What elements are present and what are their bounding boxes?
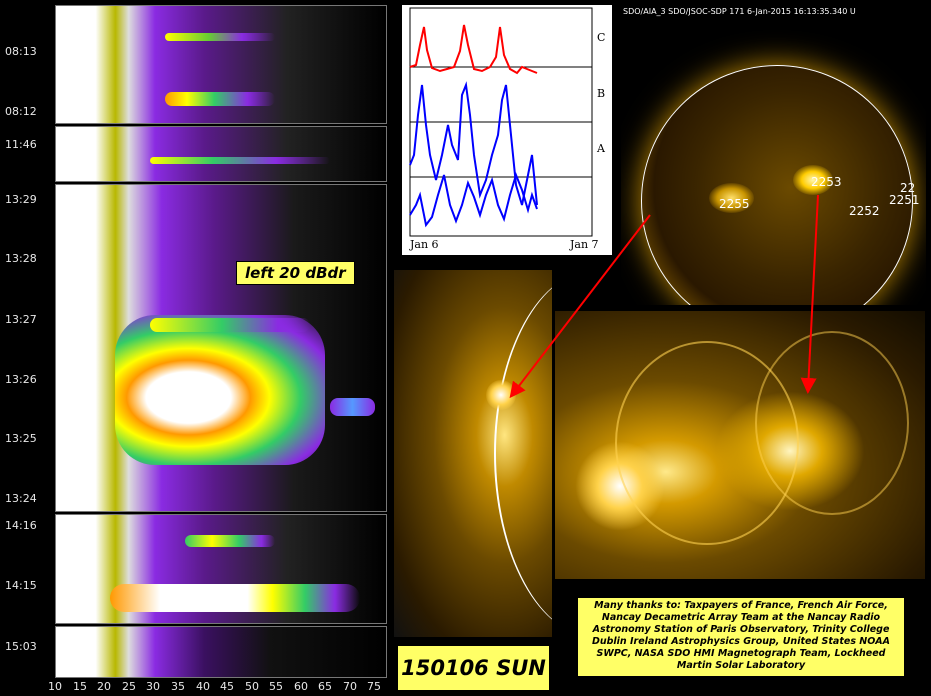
region-label-2255: 2255 xyxy=(719,197,750,211)
active-region-2255-glow xyxy=(709,183,754,213)
freq-label: 30 xyxy=(146,680,160,693)
limb-closeup-image xyxy=(394,270,552,637)
region-label-2251: 2251 xyxy=(889,193,920,207)
freq-label: 25 xyxy=(122,680,136,693)
active-region-closeup-image xyxy=(555,311,925,579)
freq-label: 40 xyxy=(196,680,210,693)
burst-1325-extension xyxy=(330,398,375,416)
region-label-2253: 2253 xyxy=(811,175,842,189)
limb-arc xyxy=(494,270,552,637)
series-a-line xyxy=(409,171,538,228)
time-label: 08:13 xyxy=(5,45,37,58)
freq-label: 10 xyxy=(48,680,62,693)
time-label: 13:28 xyxy=(5,252,37,265)
freq-label: 45 xyxy=(220,680,234,693)
polarization-label: left 20 dBdr xyxy=(236,261,355,285)
series-c-line xyxy=(409,24,538,75)
time-label: 08:12 xyxy=(5,105,37,118)
time-label: 11:46 xyxy=(5,138,37,151)
burst-0813 xyxy=(165,33,275,41)
x-label-jan6: Jan 6 xyxy=(410,238,439,251)
arrow-to-limb xyxy=(509,214,651,399)
timeseries-chart xyxy=(409,7,593,237)
loop-arc-2 xyxy=(755,331,909,515)
time-label: 13:24 xyxy=(5,492,37,505)
burst-1325-core xyxy=(115,315,325,465)
freq-label: 50 xyxy=(245,680,259,693)
freq-label: 55 xyxy=(269,680,283,693)
channel-label-c: C xyxy=(597,31,606,44)
sdo-fulldisk-image: SDO/AIA_3 SDO/JSOC-SDP 171 6-Jan-2015 16… xyxy=(621,5,926,305)
series-b-line xyxy=(409,81,538,206)
sdo-header: SDO/AIA_3 SDO/JSOC-SDP 171 6-Jan-2015 16… xyxy=(623,7,856,16)
freq-label: 35 xyxy=(171,680,185,693)
channel-label-a: A xyxy=(597,142,605,155)
active-region-2253-glow xyxy=(793,165,833,195)
time-label: 13:29 xyxy=(5,193,37,206)
freq-label: 20 xyxy=(97,680,111,693)
solar-disk xyxy=(641,65,913,305)
burst-1327 xyxy=(150,318,310,332)
freq-label: 15 xyxy=(73,680,87,693)
region-label-2252: 2252 xyxy=(849,204,880,218)
freq-label: 65 xyxy=(318,680,332,693)
date-label: 150106 SUN xyxy=(397,645,550,691)
burst-1416 xyxy=(185,535,275,547)
spectrogram-area: 08:13 08:12 11:46 13:29 13:28 13:27 13:2… xyxy=(0,0,392,696)
time-label: 13:25 xyxy=(5,432,37,445)
burst-1415 xyxy=(110,584,360,612)
time-label: 15:03 xyxy=(5,640,37,653)
credits-text: Many thanks to: Taxpayers of France, Fre… xyxy=(577,597,905,677)
time-label: 14:16 xyxy=(5,519,37,532)
arrow-to-active-region xyxy=(800,194,819,394)
burst-0812 xyxy=(165,92,275,106)
freq-label: 70 xyxy=(343,680,357,693)
time-label: 13:26 xyxy=(5,373,37,386)
spectrogram-panel-2 xyxy=(55,126,387,182)
time-label: 14:15 xyxy=(5,579,37,592)
channel-label-b: B xyxy=(597,87,606,100)
spectrogram-panel-5 xyxy=(55,626,387,678)
freq-label: 75 xyxy=(367,680,381,693)
time-label: 13:27 xyxy=(5,313,37,326)
region-label-22: 22 xyxy=(900,181,916,195)
x-label-jan7: Jan 7 xyxy=(570,238,599,251)
burst-1146 xyxy=(150,157,330,164)
freq-label: 60 xyxy=(294,680,308,693)
timeseries-panel: C B A Jan 6 Jan 7 xyxy=(402,5,612,255)
